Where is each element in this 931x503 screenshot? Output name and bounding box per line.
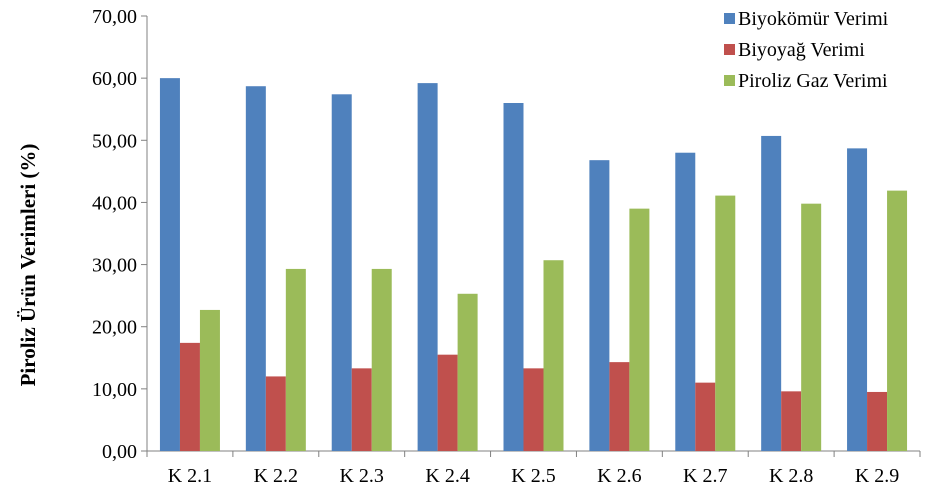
- bar-1-K-2-7: [675, 152, 696, 451]
- bar-2-K-2-4: [437, 354, 458, 451]
- bar-1-K-2-4: [417, 83, 438, 451]
- bar-2-K-2-2: [265, 376, 286, 451]
- x-tick-label: K 2.8: [769, 465, 813, 487]
- legend-label: Biyoyağ Verimi: [738, 39, 865, 61]
- bar-2-K-2-6: [609, 362, 630, 451]
- x-tick-label: K 2.5: [511, 465, 555, 487]
- legend-swatch: [724, 44, 735, 55]
- x-tick-label: K 2.6: [597, 465, 641, 487]
- bar-3-K-2-9: [887, 190, 908, 451]
- bar-2-K-2-3: [351, 368, 372, 451]
- bar-2-K-2-9: [867, 391, 888, 451]
- x-tick-label: K 2.4: [425, 465, 469, 487]
- x-tick-label: K 2.9: [855, 465, 899, 487]
- y-tick-label: 30,00: [92, 255, 137, 277]
- bar-3-K-2-2: [285, 268, 306, 451]
- y-tick-label: 20,00: [92, 317, 137, 339]
- bar-1-K-2-2: [245, 86, 266, 451]
- bar-2-K-2-8: [781, 391, 802, 451]
- legend-swatch: [724, 75, 735, 86]
- bar-2-K-2-5: [523, 368, 544, 451]
- y-tick-label: 50,00: [92, 130, 137, 152]
- bar-1-K-2-9: [847, 148, 868, 451]
- bar-3-K-2-5: [543, 260, 564, 451]
- legend: Biyokömür Verimi Biyoyağ Verimi Piroliz Ga…: [724, 8, 889, 92]
- y-tick-label: 60,00: [92, 68, 137, 90]
- legend-label: Biyokömür Verimi: [738, 8, 889, 30]
- bar-3-K-2-8: [801, 203, 822, 451]
- bar-1-K-2-3: [331, 94, 352, 452]
- bar-1-K-2-1: [159, 78, 180, 452]
- x-tick-label: K 2.3: [339, 465, 383, 487]
- bar-3-K-2-1: [199, 309, 220, 451]
- bar-3-K-2-4: [457, 293, 478, 451]
- x-tick-label: K 2.7: [683, 465, 727, 487]
- legend-label: Piroliz Gaz Verimi: [738, 70, 888, 92]
- y-tick-label: 40,00: [92, 192, 137, 214]
- y-tick-label: 70,00: [92, 6, 137, 28]
- bar-1-K-2-6: [589, 160, 610, 451]
- x-tick-label: K 2.1: [168, 465, 212, 487]
- bar-1-K-2-8: [761, 135, 782, 451]
- bar-2-K-2-7: [695, 382, 716, 451]
- bar-2-K-2-1: [179, 342, 200, 451]
- bar-3-K-2-7: [715, 195, 736, 451]
- y-axis-title: Piroliz Ürün Verimleri (%): [16, 144, 40, 387]
- legend-swatch: [724, 13, 735, 24]
- y-tick-label: 0,00: [102, 441, 137, 463]
- bar-3-K-2-3: [371, 268, 392, 451]
- bar-3-K-2-6: [629, 208, 650, 451]
- bar-1-K-2-5: [503, 103, 524, 451]
- x-tick-label: K 2.2: [254, 465, 298, 487]
- y-tick-label: 10,00: [92, 379, 137, 401]
